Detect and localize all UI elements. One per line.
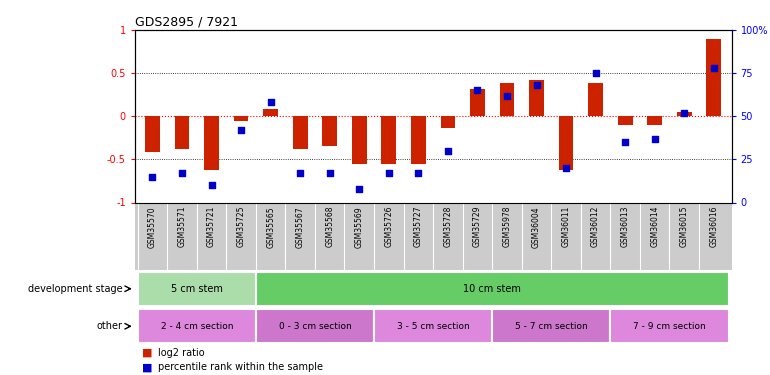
Point bbox=[176, 170, 188, 176]
Bar bbox=[470, 88, 485, 116]
Point bbox=[294, 170, 306, 176]
Text: GSM35570: GSM35570 bbox=[148, 206, 157, 248]
Text: GSM36013: GSM36013 bbox=[621, 206, 630, 248]
Bar bbox=[618, 116, 632, 125]
Text: ■: ■ bbox=[142, 362, 153, 372]
Point bbox=[412, 170, 424, 176]
Bar bbox=[706, 39, 721, 116]
Text: development stage: development stage bbox=[28, 284, 123, 294]
Text: GSM35729: GSM35729 bbox=[473, 206, 482, 248]
Point bbox=[146, 174, 159, 180]
Text: GSM36012: GSM36012 bbox=[591, 206, 600, 247]
Bar bbox=[138, 272, 256, 306]
Point bbox=[531, 82, 543, 88]
Text: GSM35568: GSM35568 bbox=[325, 206, 334, 248]
Point bbox=[323, 170, 336, 176]
Bar bbox=[256, 309, 374, 343]
Text: 2 - 4 cm section: 2 - 4 cm section bbox=[160, 322, 233, 331]
Point bbox=[471, 87, 484, 93]
Point bbox=[678, 110, 691, 116]
Point bbox=[264, 99, 276, 105]
Text: GSM36014: GSM36014 bbox=[650, 206, 659, 248]
Text: log2 ratio: log2 ratio bbox=[158, 348, 205, 358]
Bar bbox=[374, 309, 492, 343]
Text: other: other bbox=[97, 321, 123, 331]
Point bbox=[590, 70, 602, 76]
Text: 5 - 7 cm section: 5 - 7 cm section bbox=[515, 322, 588, 331]
Point bbox=[648, 136, 661, 142]
Text: 0 - 3 cm section: 0 - 3 cm section bbox=[279, 322, 351, 331]
Text: ■: ■ bbox=[142, 348, 153, 358]
Text: GSM36011: GSM36011 bbox=[561, 206, 571, 247]
Text: GSM35728: GSM35728 bbox=[444, 206, 453, 247]
Bar bbox=[529, 80, 544, 116]
Bar bbox=[611, 309, 728, 343]
Text: GSM35569: GSM35569 bbox=[355, 206, 363, 248]
Text: GSM35571: GSM35571 bbox=[178, 206, 186, 248]
Bar bbox=[256, 272, 728, 306]
Bar bbox=[138, 309, 256, 343]
Text: 7 - 9 cm section: 7 - 9 cm section bbox=[633, 322, 706, 331]
Text: GSM35721: GSM35721 bbox=[207, 206, 216, 247]
Text: GSM35978: GSM35978 bbox=[503, 206, 511, 248]
Bar bbox=[677, 112, 691, 116]
Point bbox=[442, 148, 454, 154]
Text: GSM35727: GSM35727 bbox=[413, 206, 423, 248]
Text: GSM35726: GSM35726 bbox=[384, 206, 393, 248]
Text: GSM35725: GSM35725 bbox=[236, 206, 246, 248]
Bar bbox=[440, 116, 455, 128]
Text: GSM35565: GSM35565 bbox=[266, 206, 275, 248]
Point bbox=[383, 170, 395, 176]
Bar bbox=[500, 84, 514, 116]
Bar bbox=[411, 116, 426, 164]
Bar bbox=[175, 116, 189, 149]
Bar bbox=[588, 84, 603, 116]
Text: GSM35567: GSM35567 bbox=[296, 206, 305, 248]
Point bbox=[353, 186, 366, 192]
Point bbox=[619, 139, 631, 145]
Bar bbox=[263, 110, 278, 116]
Text: 3 - 5 cm section: 3 - 5 cm section bbox=[397, 322, 470, 331]
Point bbox=[235, 127, 247, 133]
Bar bbox=[492, 309, 611, 343]
Text: GSM36004: GSM36004 bbox=[532, 206, 541, 248]
Bar bbox=[293, 116, 307, 149]
Bar bbox=[648, 116, 662, 125]
Bar bbox=[204, 116, 219, 170]
Text: GDS2895 / 7921: GDS2895 / 7921 bbox=[135, 16, 238, 29]
Bar bbox=[381, 116, 397, 164]
Bar bbox=[352, 116, 367, 164]
Point bbox=[560, 165, 572, 171]
Bar bbox=[145, 116, 160, 153]
Point bbox=[206, 182, 218, 188]
Text: GSM36015: GSM36015 bbox=[680, 206, 688, 248]
Text: 5 cm stem: 5 cm stem bbox=[171, 284, 223, 294]
Bar bbox=[559, 116, 574, 170]
Bar bbox=[234, 116, 249, 121]
Text: 10 cm stem: 10 cm stem bbox=[464, 284, 521, 294]
Text: GSM36016: GSM36016 bbox=[709, 206, 718, 248]
Point bbox=[500, 93, 513, 99]
Text: percentile rank within the sample: percentile rank within the sample bbox=[158, 362, 323, 372]
Bar bbox=[323, 116, 337, 147]
Point bbox=[708, 65, 720, 71]
